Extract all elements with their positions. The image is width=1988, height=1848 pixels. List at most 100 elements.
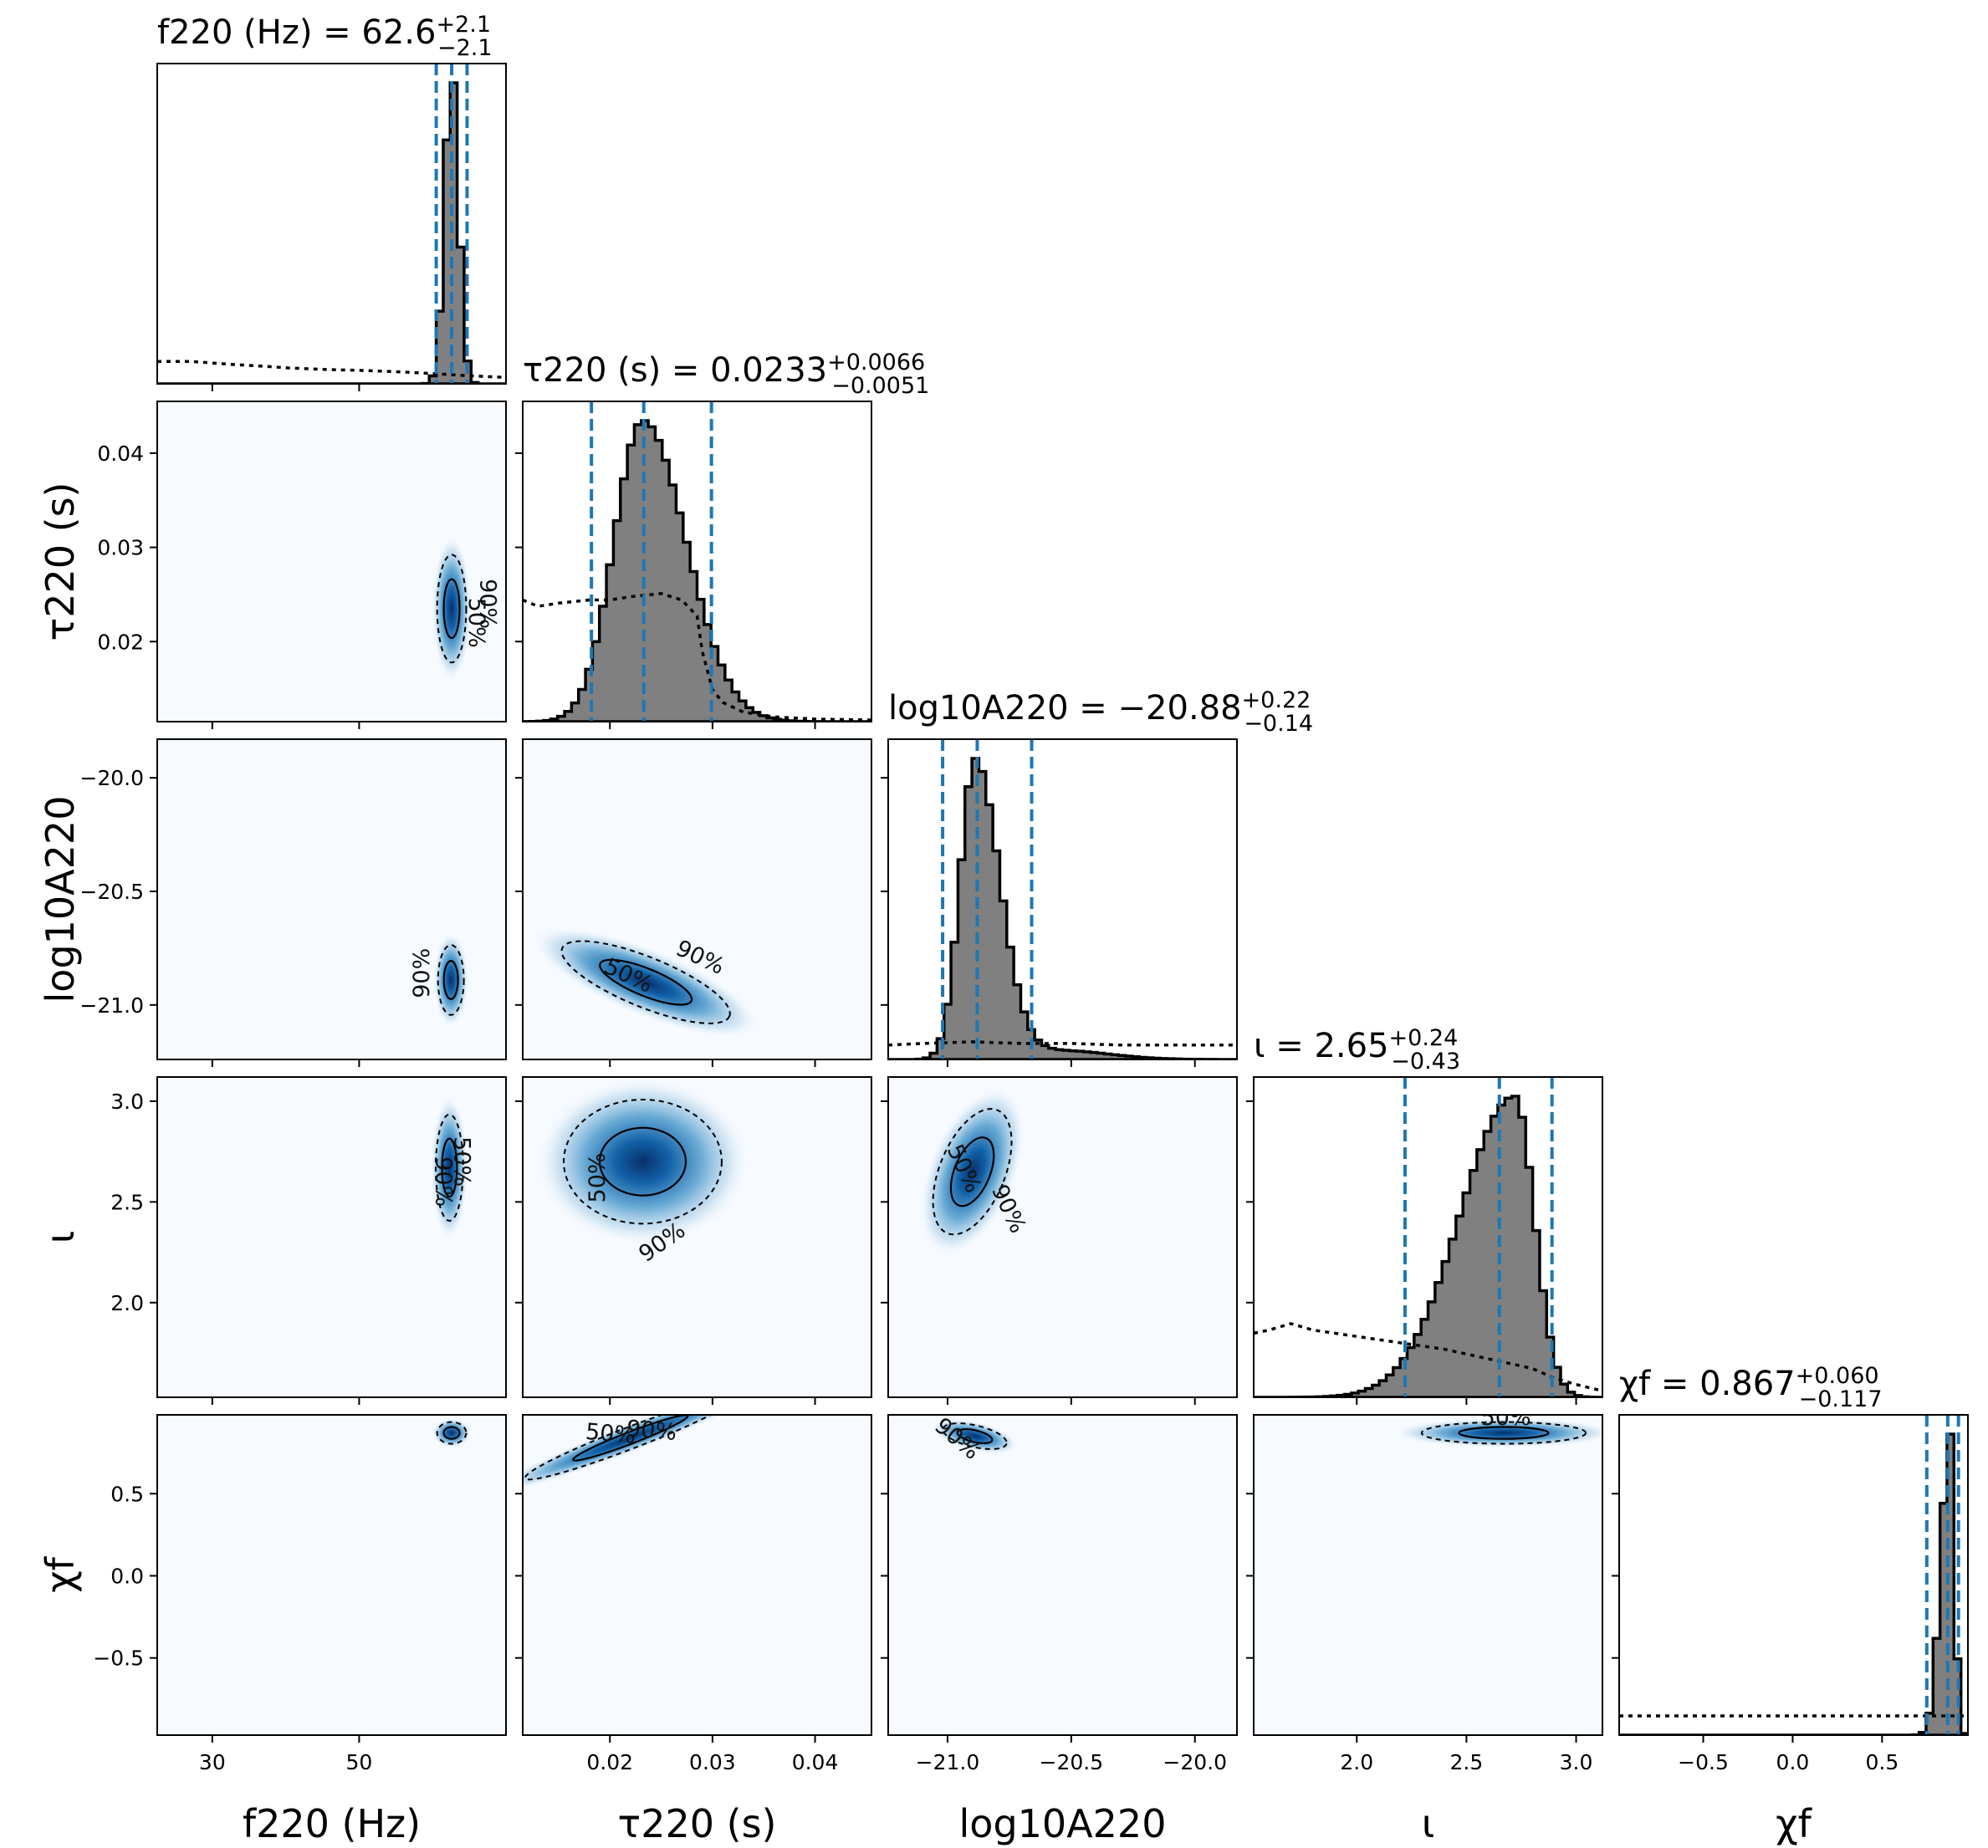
x-tick-label: 0.04 — [792, 1750, 839, 1774]
y-label-iota: ι — [38, 1231, 83, 1244]
frame-3-1 — [522, 1076, 872, 1398]
hist-bars-iota — [1254, 1095, 1602, 1397]
x-tick-label: 2.5 — [1450, 1750, 1484, 1774]
title-name: τ220 (s) = 0.0233 — [523, 351, 827, 390]
y-label-tau220: τ220 (s) — [38, 482, 83, 641]
contour-50 — [1458, 1426, 1550, 1440]
contour-50 — [442, 960, 459, 1000]
contour-90 — [436, 1421, 468, 1445]
title-tau220: τ220 (s) = 0.0233+0.0066 −0.0051 — [523, 350, 929, 399]
frame-2-0 — [156, 738, 507, 1060]
x-tick-label: −0.5 — [1678, 1750, 1729, 1774]
contour-label: 50% — [463, 598, 489, 648]
title-plus: +2.1 — [436, 12, 491, 38]
frame-4-4 — [1618, 1414, 1969, 1736]
x-tick-label: 0.5 — [1865, 1750, 1899, 1774]
contour-90 — [436, 554, 468, 664]
x-tick-label: 2.0 — [1340, 1750, 1373, 1774]
contour-50 — [956, 1428, 994, 1445]
title-chif: χf = 0.867+0.060 −0.117 — [1619, 1363, 1883, 1412]
x-tick-label: −20.0 — [1163, 1750, 1227, 1774]
y-tick-label: 0.0 — [110, 1564, 144, 1588]
contour-label: 50% — [1481, 1405, 1531, 1431]
title-plus: +0.24 — [1389, 1025, 1459, 1051]
y-tick-label: −0.5 — [93, 1646, 144, 1671]
title-plus: +0.22 — [1242, 687, 1311, 713]
y-tick-label: −20.5 — [79, 880, 144, 904]
frame-2-1 — [522, 738, 872, 1060]
title-minus: −2.1 — [437, 35, 493, 61]
x-tick-label: −20.5 — [1040, 1750, 1104, 1774]
contour-50 — [599, 958, 693, 1006]
x-tick-label: 30 — [199, 1750, 226, 1774]
hist-bars-tau220 — [523, 419, 871, 722]
hist-bars-chif — [1619, 1432, 1968, 1735]
title-plus: +0.0066 — [827, 350, 925, 375]
x-tick-label: 50 — [346, 1750, 373, 1774]
y-tick-label: 0.5 — [110, 1482, 144, 1506]
contour-50 — [442, 1426, 461, 1440]
density-logA220-chif: 90% — [888, 1415, 1237, 1735]
x-tick-label: 0.02 — [586, 1750, 633, 1774]
y-tick-label: 3.0 — [110, 1090, 144, 1114]
x-label-f220: f220 (Hz) — [243, 1801, 421, 1846]
y-tick-label: 2.5 — [110, 1190, 144, 1214]
frame-3-3 — [1253, 1076, 1603, 1398]
contour-90 — [1420, 1421, 1587, 1445]
density-iota-chif: 50% — [1254, 1405, 1602, 1735]
density-f220-iota: 90%50% — [157, 1077, 506, 1397]
density-map — [534, 1077, 751, 1247]
hist-tau220 — [523, 401, 871, 722]
frame-0-0 — [156, 63, 507, 385]
contour-label: 90% — [474, 579, 500, 629]
contour-label: 50% — [449, 1136, 475, 1187]
contour-90 — [932, 1108, 1013, 1236]
y-tick-label: 2.0 — [110, 1291, 144, 1315]
title-plus: +0.060 — [1796, 1363, 1879, 1389]
density-tau220-logA220: 50% 90% — [523, 739, 871, 1059]
y-tick-label: 0.03 — [97, 536, 144, 560]
title-logA220: log10A220 = −20.88+0.22 −0.14 — [888, 687, 1313, 737]
contour-label: 90% — [409, 948, 435, 998]
hist-logA220 — [888, 739, 1237, 1059]
x-label-tau220: τ220 (s) — [618, 1801, 777, 1846]
y-label-chif: χf — [38, 1555, 83, 1593]
frame-2-2 — [887, 738, 1238, 1060]
title-minus: −0.43 — [1391, 1049, 1460, 1075]
density-tau220-iota: 50%90% — [523, 1077, 871, 1397]
x-label-chif: χf — [1776, 1801, 1813, 1846]
hist-chif — [1619, 1415, 1968, 1735]
y-tick-label: 0.02 — [97, 630, 144, 654]
density-map — [1392, 1417, 1602, 1448]
prior-logA220 — [888, 1040, 1237, 1047]
title-name: log10A220 = −20.88 — [888, 689, 1242, 727]
y-tick-label: −20.0 — [79, 766, 144, 790]
x-tick-label: −21.0 — [916, 1750, 980, 1774]
contour-50 — [598, 1126, 687, 1197]
title-minus: −0.14 — [1244, 711, 1313, 737]
density-map — [523, 1415, 774, 1495]
contour-label: 90% — [626, 1416, 677, 1446]
density-f220-chif — [157, 1415, 506, 1735]
frame-1-0 — [156, 401, 507, 722]
x-label-iota: ι — [1422, 1801, 1435, 1846]
title-name: ι = 2.65 — [1254, 1027, 1389, 1065]
density-f220-tau220: 50%90% — [157, 401, 506, 722]
x-tick-label: 3.0 — [1560, 1750, 1593, 1774]
contour-label: 90% — [431, 1156, 457, 1207]
x-label-logA220: log10A220 — [959, 1801, 1167, 1846]
contour-50 — [571, 1415, 689, 1462]
title-f220: f220 (Hz) = 62.6+2.1 −2.1 — [157, 12, 493, 61]
title-iota: ι = 2.65+0.24 −0.43 — [1254, 1025, 1460, 1075]
title-name: χf = 0.867 — [1619, 1365, 1796, 1403]
title-minus: −0.0051 — [831, 373, 929, 399]
contour-90 — [434, 1113, 464, 1222]
density-f220-logA220: 90% — [157, 739, 506, 1059]
contour-90 — [942, 1422, 1008, 1450]
prior-tau220 — [523, 592, 871, 722]
contour-50 — [442, 578, 461, 640]
hist-bars-logA220 — [888, 757, 1237, 1059]
density-background — [1254, 1415, 1602, 1735]
hist-f220 — [157, 64, 506, 384]
